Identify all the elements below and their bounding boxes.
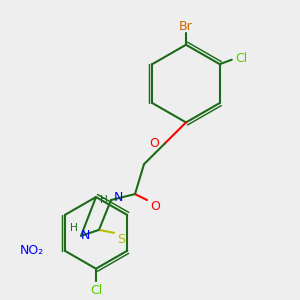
- Text: Cl: Cl: [90, 284, 102, 297]
- Text: N: N: [114, 190, 123, 203]
- Text: Cl: Cl: [235, 52, 247, 65]
- Text: NO₂: NO₂: [20, 244, 44, 257]
- Text: H: H: [100, 195, 108, 205]
- Text: N: N: [81, 230, 90, 242]
- Text: H: H: [70, 223, 78, 233]
- Text: O: O: [149, 137, 159, 150]
- Text: O: O: [150, 200, 160, 213]
- Text: Br: Br: [179, 20, 193, 33]
- Text: S: S: [117, 233, 125, 246]
